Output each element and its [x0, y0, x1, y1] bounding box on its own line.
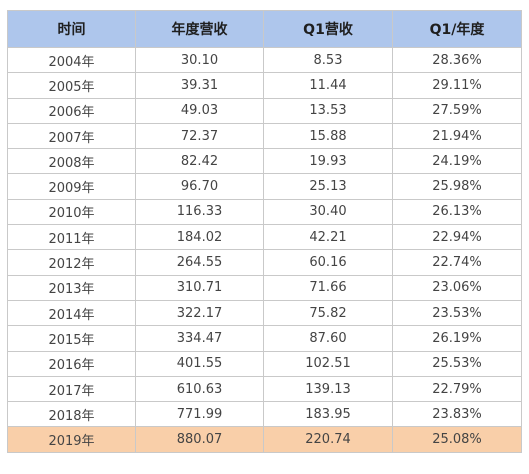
cell-q1-revenue: 15.88 [263, 122, 393, 150]
cell-q1-revenue: 30.40 [263, 198, 393, 226]
cell-annual-revenue: 49.03 [135, 97, 264, 124]
table-row: 2016年 401.55 102.51 25.53% [7, 350, 522, 377]
cell-q1-revenue: 183.95 [263, 401, 393, 428]
cell-year: 2011年 [7, 224, 136, 251]
table-row: 2004年 30.10 8.53 28.36% [7, 46, 522, 74]
table-row: 2014年 322.17 75.82 23.53% [7, 299, 522, 327]
header-q1-ratio: Q1/年度 [392, 10, 522, 48]
cell-q1-ratio: 23.53% [392, 299, 522, 327]
table-row: 2011年 184.02 42.21 22.94% [7, 224, 522, 251]
cell-q1-ratio: 25.08% [392, 426, 522, 453]
cell-annual-revenue: 264.55 [135, 249, 264, 276]
table-row: 2015年 334.47 87.60 26.19% [7, 325, 522, 352]
table-header: 时间 年度营收 Q1营收 Q1/年度 [7, 10, 522, 48]
table-row: 2012年 264.55 60.16 22.74% [7, 249, 522, 276]
cell-q1-ratio: 21.94% [392, 122, 522, 150]
header-year: 时间 [7, 10, 136, 48]
cell-q1-revenue: 13.53 [263, 97, 393, 124]
cell-year: 2005年 [7, 72, 136, 99]
cell-q1-ratio: 29.11% [392, 72, 522, 99]
table-row: 2013年 310.71 71.66 23.06% [7, 274, 522, 301]
cell-year: 2013年 [7, 274, 136, 301]
table-row: 2017年 610.63 139.13 22.79% [7, 375, 522, 403]
cell-year: 2015年 [7, 325, 136, 352]
cell-annual-revenue: 610.63 [135, 375, 264, 403]
cell-q1-ratio: 22.94% [392, 224, 522, 251]
revenue-table: 时间 年度营收 Q1营收 Q1/年度 2004年 30.10 8.53 28.3… [7, 10, 522, 453]
cell-q1-ratio: 25.53% [392, 350, 522, 377]
table-row: 2010年 116.33 30.40 26.13% [7, 198, 522, 226]
cell-year: 2007年 [7, 122, 136, 150]
cell-year: 2009年 [7, 173, 136, 200]
cell-q1-revenue: 220.74 [263, 426, 393, 453]
cell-annual-revenue: 82.42 [135, 148, 264, 175]
cell-year: 2014年 [7, 299, 136, 327]
cell-q1-revenue: 139.13 [263, 375, 393, 403]
cell-q1-ratio: 23.06% [392, 274, 522, 301]
header-q1-revenue: Q1营收 [263, 10, 393, 48]
cell-year: 2017年 [7, 375, 136, 403]
cell-q1-ratio: 23.83% [392, 401, 522, 428]
cell-q1-ratio: 27.59% [392, 97, 522, 124]
cell-year: 2019年 [7, 426, 136, 453]
cell-annual-revenue: 30.10 [135, 46, 264, 74]
cell-annual-revenue: 334.47 [135, 325, 264, 352]
cell-annual-revenue: 72.37 [135, 122, 264, 150]
cell-q1-revenue: 87.60 [263, 325, 393, 352]
table-row-highlighted: 2019年 880.07 220.74 25.08% [7, 426, 522, 453]
cell-annual-revenue: 96.70 [135, 173, 264, 200]
table-row: 2008年 82.42 19.93 24.19% [7, 148, 522, 175]
cell-q1-ratio: 24.19% [392, 148, 522, 175]
cell-q1-ratio: 26.13% [392, 198, 522, 226]
cell-q1-ratio: 22.74% [392, 249, 522, 276]
cell-q1-ratio: 25.98% [392, 173, 522, 200]
cell-q1-ratio: 28.36% [392, 46, 522, 74]
cell-q1-revenue: 42.21 [263, 224, 393, 251]
cell-q1-revenue: 71.66 [263, 274, 393, 301]
cell-year: 2016年 [7, 350, 136, 377]
header-annual-revenue: 年度营收 [135, 10, 264, 48]
table-row: 2007年 72.37 15.88 21.94% [7, 122, 522, 150]
cell-q1-revenue: 102.51 [263, 350, 393, 377]
cell-year: 2008年 [7, 148, 136, 175]
cell-annual-revenue: 880.07 [135, 426, 264, 453]
cell-annual-revenue: 310.71 [135, 274, 264, 301]
cell-q1-revenue: 11.44 [263, 72, 393, 99]
header-row: 时间 年度营收 Q1营收 Q1/年度 [7, 10, 522, 48]
table-body: 2004年 30.10 8.53 28.36% 2005年 39.31 11.4… [7, 46, 522, 453]
cell-annual-revenue: 771.99 [135, 401, 264, 428]
cell-annual-revenue: 39.31 [135, 72, 264, 99]
revenue-table-container: 时间 年度营收 Q1营收 Q1/年度 2004年 30.10 8.53 28.3… [7, 10, 522, 453]
cell-q1-revenue: 19.93 [263, 148, 393, 175]
cell-year: 2018年 [7, 401, 136, 428]
cell-year: 2010年 [7, 198, 136, 226]
cell-q1-ratio: 26.19% [392, 325, 522, 352]
cell-annual-revenue: 322.17 [135, 299, 264, 327]
cell-annual-revenue: 401.55 [135, 350, 264, 377]
table-row: 2005年 39.31 11.44 29.11% [7, 72, 522, 99]
cell-annual-revenue: 184.02 [135, 224, 264, 251]
table-row: 2018年 771.99 183.95 23.83% [7, 401, 522, 428]
table-row: 2009年 96.70 25.13 25.98% [7, 173, 522, 200]
cell-q1-revenue: 60.16 [263, 249, 393, 276]
cell-year: 2004年 [7, 46, 136, 74]
cell-q1-revenue: 8.53 [263, 46, 393, 74]
cell-q1-revenue: 25.13 [263, 173, 393, 200]
cell-year: 2012年 [7, 249, 136, 276]
table-row: 2006年 49.03 13.53 27.59% [7, 97, 522, 124]
cell-year: 2006年 [7, 97, 136, 124]
cell-q1-revenue: 75.82 [263, 299, 393, 327]
cell-q1-ratio: 22.79% [392, 375, 522, 403]
cell-annual-revenue: 116.33 [135, 198, 264, 226]
